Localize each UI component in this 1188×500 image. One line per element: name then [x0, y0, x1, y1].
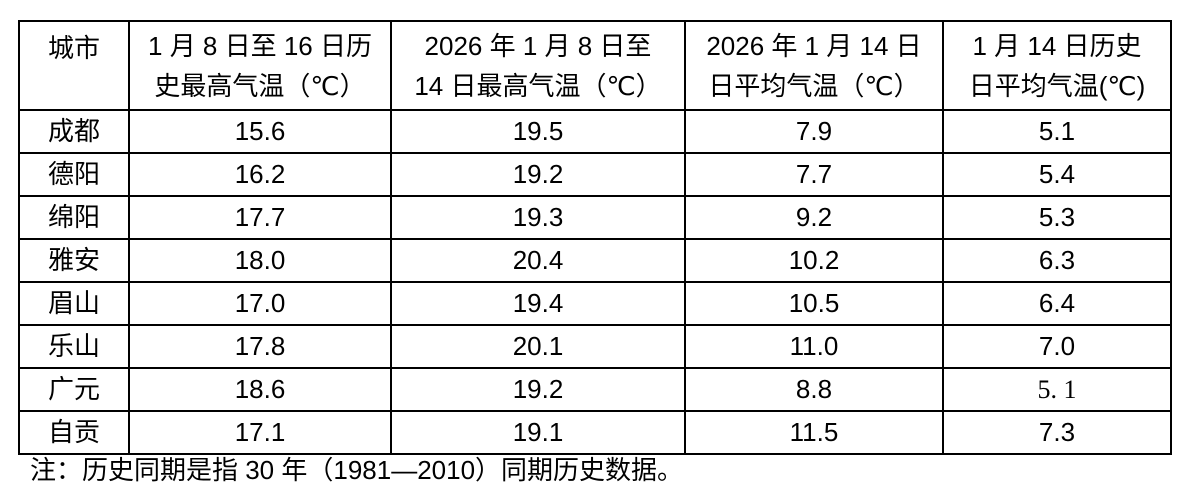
avg-2026-value: 7.7 — [684, 152, 944, 197]
header-avg-2026-jan14: 2026 年 1 月 14 日 日平均气温（℃） — [684, 20, 944, 111]
city-name: 成都 — [18, 109, 130, 154]
hist-avg-value: 6.3 — [942, 238, 1172, 283]
hist-avg-value: 6.4 — [942, 281, 1172, 326]
table-row: 乐山 17.8 20.1 11.0 7.0 — [18, 324, 1172, 369]
avg-2026-value: 9.2 — [684, 195, 944, 240]
hist-avg-value: 7.3 — [942, 410, 1172, 455]
avg-2026-value: 11.0 — [684, 324, 944, 369]
max-2026-value: 20.4 — [390, 238, 686, 283]
avg-2026-value: 7.9 — [684, 109, 944, 154]
max-2026-value: 19.2 — [390, 367, 686, 412]
hist-max-value: 17.8 — [128, 324, 392, 369]
avg-2026-value: 10.2 — [684, 238, 944, 283]
hist-avg-value: 5.4 — [942, 152, 1172, 197]
city-name: 广元 — [18, 367, 130, 412]
header-max-2026-jan8-14: 2026 年 1 月 8 日至 14 日最高气温（℃） — [390, 20, 686, 111]
hist-max-value: 16.2 — [128, 152, 392, 197]
table-row: 眉山 17.0 19.4 10.5 6.4 — [18, 281, 1172, 326]
table-row: 广元 18.6 19.2 8.8 5. 1 — [18, 367, 1172, 412]
city-name: 自贡 — [18, 410, 130, 455]
city-name: 雅安 — [18, 238, 130, 283]
header-hist-max-jan8-16: 1 月 8 日至 16 日历 史最高气温（℃） — [128, 20, 392, 111]
hist-max-value: 17.7 — [128, 195, 392, 240]
footnote: 注：历史同期是指 30 年（1981—2010）同期历史数据。 — [30, 455, 684, 485]
table-row: 雅安 18.0 20.4 10.2 6.3 — [18, 238, 1172, 283]
hist-max-value: 17.0 — [128, 281, 392, 326]
temperature-table: 城市 1 月 8 日至 16 日历 史最高气温（℃） 2026 年 1 月 8 … — [18, 20, 1172, 455]
max-2026-value: 20.1 — [390, 324, 686, 369]
city-name: 眉山 — [18, 281, 130, 326]
hist-avg-value: 7.0 — [942, 324, 1172, 369]
table-row: 绵阳 17.7 19.3 9.2 5.3 — [18, 195, 1172, 240]
hist-avg-value: 5. 1 — [942, 367, 1172, 412]
max-2026-value: 19.3 — [390, 195, 686, 240]
table-row: 德阳 16.2 19.2 7.7 5.4 — [18, 152, 1172, 197]
table-row: 自贡 17.1 19.1 11.5 7.3 — [18, 410, 1172, 455]
max-2026-value: 19.5 — [390, 109, 686, 154]
max-2026-value: 19.1 — [390, 410, 686, 455]
avg-2026-value: 11.5 — [684, 410, 944, 455]
city-name: 德阳 — [18, 152, 130, 197]
max-2026-value: 19.4 — [390, 281, 686, 326]
max-2026-value: 19.2 — [390, 152, 686, 197]
hist-max-value: 15.6 — [128, 109, 392, 154]
city-name: 乐山 — [18, 324, 130, 369]
city-name: 绵阳 — [18, 195, 130, 240]
table-header-row: 城市 1 月 8 日至 16 日历 史最高气温（℃） 2026 年 1 月 8 … — [18, 20, 1172, 111]
hist-max-value: 18.6 — [128, 367, 392, 412]
header-city: 城市 — [18, 20, 130, 111]
hist-max-value: 17.1 — [128, 410, 392, 455]
avg-2026-value: 10.5 — [684, 281, 944, 326]
hist-max-value: 18.0 — [128, 238, 392, 283]
header-hist-avg-jan14: 1 月 14 日历史 日平均气温(℃) — [942, 20, 1172, 111]
avg-2026-value: 8.8 — [684, 367, 944, 412]
hist-avg-value: 5.1 — [942, 109, 1172, 154]
table-row: 成都 15.6 19.5 7.9 5.1 — [18, 109, 1172, 154]
hist-avg-value: 5.3 — [942, 195, 1172, 240]
